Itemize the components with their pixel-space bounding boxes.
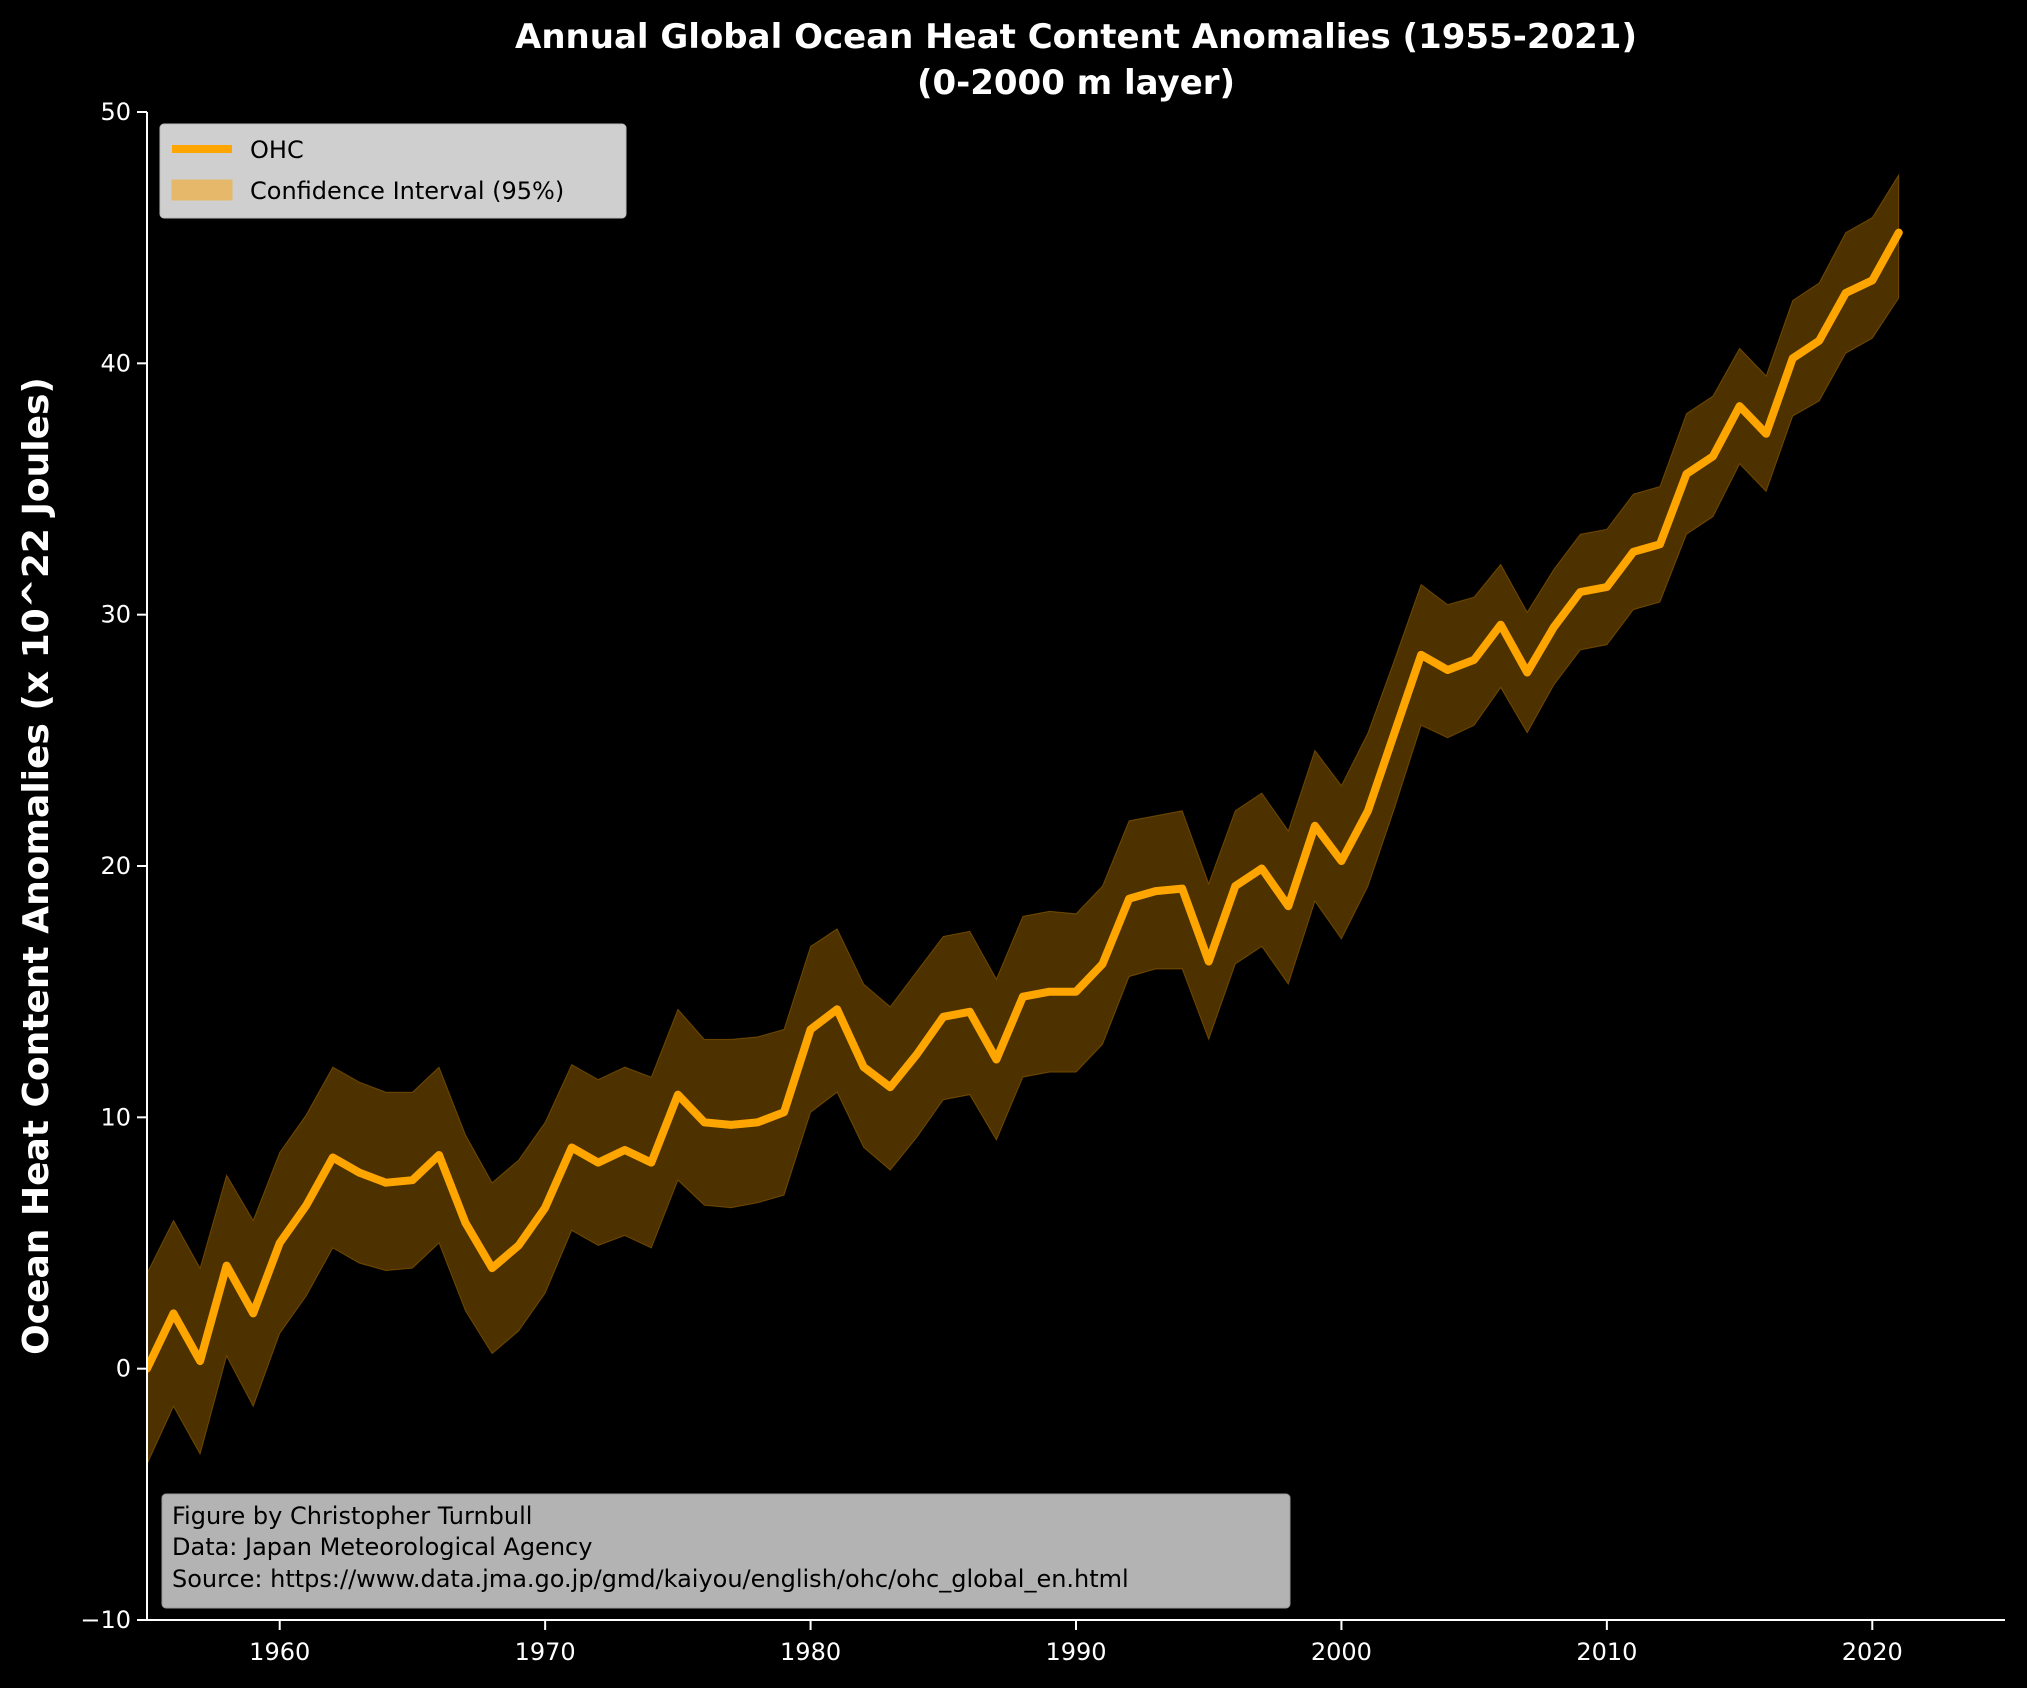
confidence-band-layer	[147, 173, 1900, 1465]
y-tick-label: 40	[100, 349, 131, 377]
x-tick-label: 1970	[515, 1638, 576, 1666]
legend: OHC Confidence Interval (95%)	[159, 123, 627, 219]
ohc-line-layer	[147, 228, 1903, 1373]
y-tick-label: 30	[100, 601, 131, 629]
y-axis-ticks: −10 0 10 20 30 40 50	[80, 98, 147, 1634]
credits-background	[161, 1493, 1291, 1609]
credits-author: Figure by Christopher Turnbull	[172, 1502, 532, 1530]
y-tick-label: 0	[116, 1355, 131, 1383]
x-axis-ticks: 1960 1970 1980 1990 2000 2010 2020	[249, 1620, 1903, 1666]
legend-ci-label: Confidence Interval (95%)	[250, 177, 564, 205]
credits-url: Source: https://www.data.jma.go.jp/gmd/k…	[172, 1565, 1129, 1593]
chart-title-line1: Annual Global Ocean Heat Content Anomali…	[515, 17, 1637, 57]
y-axis-label: Ocean Heat Content Anomalies (x 10^22 Jo…	[16, 377, 57, 1355]
legend-ci-patch-swatch	[171, 179, 233, 201]
x-tick-label: 1960	[249, 1638, 310, 1666]
y-tick-label: 20	[100, 852, 131, 880]
plot-area	[147, 173, 1903, 1465]
x-tick-label: 2020	[1842, 1638, 1903, 1666]
x-tick-label: 2010	[1576, 1638, 1637, 1666]
legend-box	[159, 123, 627, 219]
y-tick-label: 50	[100, 98, 131, 126]
credits-data-source: Data: Japan Meteorological Agency	[172, 1533, 592, 1561]
y-tick-label: −10	[80, 1606, 131, 1634]
x-tick-label: 1990	[1045, 1638, 1106, 1666]
y-tick-label: 10	[100, 1103, 131, 1131]
confidence-interval-band	[147, 173, 1900, 1465]
legend-ohc-label: OHC	[250, 136, 304, 164]
chart-title-line2: (0-2000 m layer)	[917, 63, 1235, 103]
credits-box: Figure by Christopher Turnbull Data: Jap…	[161, 1493, 1291, 1609]
x-tick-label: 1980	[780, 1638, 841, 1666]
x-tick-label: 2000	[1311, 1638, 1372, 1666]
